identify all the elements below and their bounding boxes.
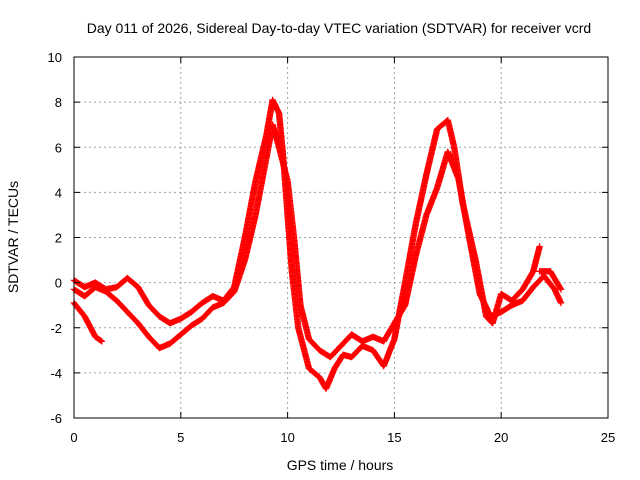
x-tick-label: 5 [177, 430, 184, 445]
y-tick-label: 4 [55, 185, 62, 200]
series-markers [70, 299, 105, 345]
series-satellite-track-3 [70, 96, 543, 392]
series-markers [536, 268, 565, 293]
y-tick-label: 0 [55, 276, 62, 291]
x-tick-label: 0 [70, 430, 77, 445]
y-axis-ticks: -6 -4 -2 0 2 4 6 8 10 [48, 50, 608, 426]
x-axis-ticks: 0 5 10 15 20 25 [70, 57, 615, 445]
y-tick-label: 6 [55, 140, 62, 155]
y-tick-label: 8 [55, 95, 62, 110]
series-satellite-track-2 [70, 299, 105, 345]
x-tick-label: 15 [387, 430, 401, 445]
y-tick-label: -6 [50, 411, 62, 426]
y-tick-label: 10 [48, 50, 62, 65]
y-axis-label: SDTVAR / TECUs [5, 181, 21, 293]
x-tick-label: 25 [601, 430, 615, 445]
x-tick-label: 10 [280, 430, 294, 445]
y-tick-label: 2 [55, 231, 62, 246]
series-markers [70, 96, 543, 392]
series-satellite-track-4 [536, 268, 565, 293]
y-tick-label: -4 [50, 366, 62, 381]
chart-title: Day 011 of 2026, Sidereal Day-to-day VTE… [87, 20, 591, 36]
x-axis-label: GPS time / hours [287, 457, 394, 473]
grid-lines [74, 57, 608, 418]
x-tick-label: 20 [494, 430, 508, 445]
data-points [70, 96, 565, 392]
y-tick-label: -2 [50, 321, 62, 336]
